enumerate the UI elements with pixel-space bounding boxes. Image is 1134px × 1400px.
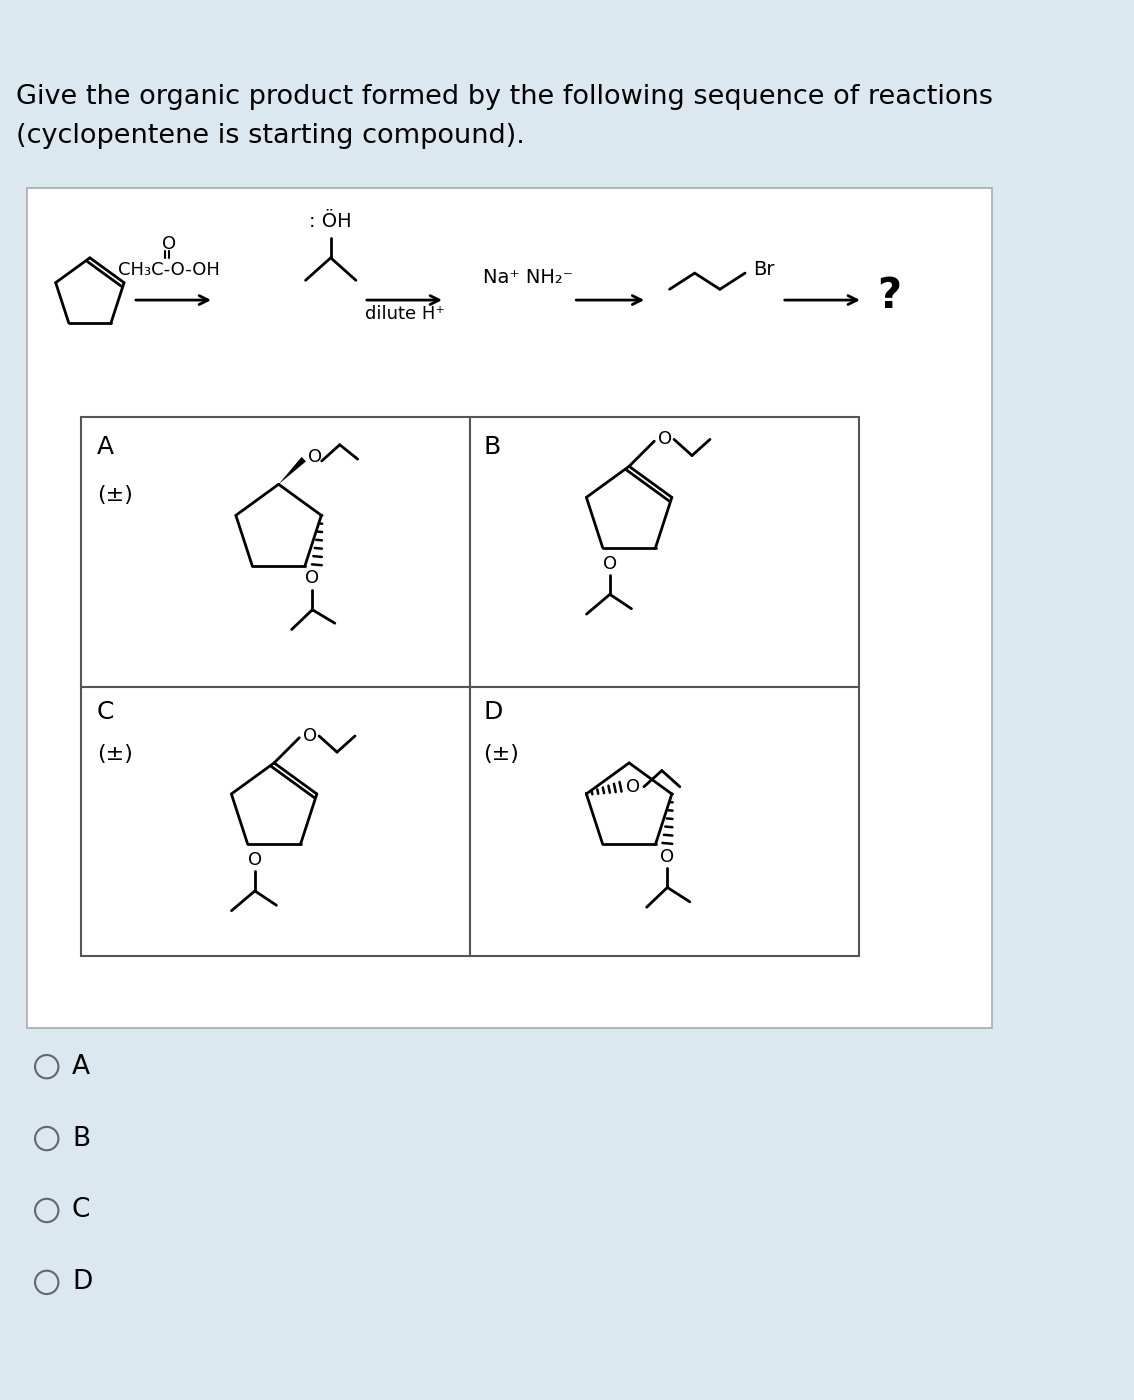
Text: O: O bbox=[248, 851, 262, 869]
Text: ?: ? bbox=[878, 274, 902, 316]
Text: CH₃C-O-OH: CH₃C-O-OH bbox=[118, 262, 220, 280]
Text: (±): (±) bbox=[98, 484, 133, 505]
Bar bbox=[27, 188, 992, 1028]
Text: A: A bbox=[71, 1054, 90, 1079]
Text: : ÖH: : ÖH bbox=[310, 213, 352, 231]
Text: (±): (±) bbox=[98, 743, 133, 764]
Text: D: D bbox=[71, 1270, 92, 1295]
Text: D: D bbox=[483, 700, 502, 724]
Text: B: B bbox=[483, 435, 501, 459]
Text: Give the organic product formed by the following sequence of reactions: Give the organic product formed by the f… bbox=[16, 84, 993, 111]
Text: (±): (±) bbox=[483, 743, 519, 764]
Text: O: O bbox=[626, 778, 641, 795]
Text: Br: Br bbox=[753, 260, 775, 279]
Text: O: O bbox=[603, 554, 617, 573]
Bar bbox=[81, 686, 469, 956]
Text: O: O bbox=[305, 570, 320, 587]
Text: O: O bbox=[660, 848, 675, 865]
Text: O: O bbox=[162, 235, 176, 253]
Bar bbox=[81, 417, 469, 686]
Text: A: A bbox=[98, 435, 115, 459]
Bar bbox=[469, 417, 860, 686]
Text: O: O bbox=[658, 430, 672, 448]
Bar bbox=[469, 686, 860, 956]
Text: C: C bbox=[71, 1197, 91, 1224]
Polygon shape bbox=[279, 456, 306, 484]
Text: B: B bbox=[71, 1126, 90, 1152]
Text: C: C bbox=[98, 700, 115, 724]
Text: O: O bbox=[303, 727, 318, 745]
Text: dilute H⁺: dilute H⁺ bbox=[364, 305, 445, 322]
Text: Na⁺ NH₂⁻: Na⁺ NH₂⁻ bbox=[483, 267, 574, 287]
Text: (cyclopentene is starting compound).: (cyclopentene is starting compound). bbox=[16, 123, 525, 148]
Text: O: O bbox=[308, 448, 322, 466]
